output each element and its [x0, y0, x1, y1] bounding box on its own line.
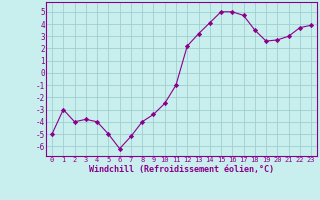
X-axis label: Windchill (Refroidissement éolien,°C): Windchill (Refroidissement éolien,°C): [89, 165, 274, 174]
